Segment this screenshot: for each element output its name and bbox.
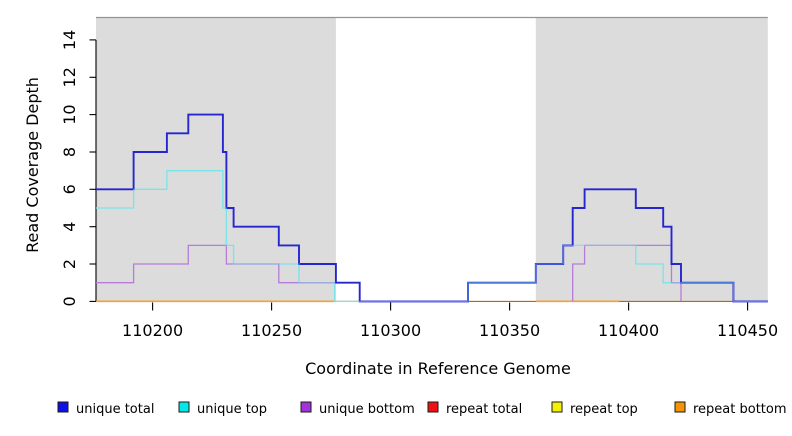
shaded-region	[535, 17, 768, 302]
x-tick-label: 110450	[717, 321, 778, 340]
shaded-region	[96, 17, 336, 302]
shaded-regions-layer	[96, 17, 768, 302]
x-tick-label: 110400	[598, 321, 659, 340]
legend-swatch-repeat-top	[551, 401, 563, 413]
y-tick-label: 6	[60, 184, 79, 194]
legend-swatch-unique-total	[57, 401, 69, 413]
y-tick-label: 10	[60, 104, 79, 124]
legend-label: unique top	[197, 402, 267, 417]
legend-item: repeat bottom	[674, 401, 787, 417]
legend-label: unique total	[76, 402, 154, 417]
x-tick-label: 110200	[122, 321, 183, 340]
legend-label: repeat total	[446, 402, 522, 417]
x-axis-title: Coordinate in Reference Genome	[305, 359, 571, 378]
y-tick-label: 0	[60, 296, 79, 306]
series-layer	[96, 113, 768, 303]
legend-item: repeat top	[551, 401, 638, 417]
y-tick-label: 4	[60, 222, 79, 232]
y-tick-label: 2	[60, 259, 79, 269]
legend-item: unique total	[57, 401, 154, 417]
legend-label: repeat bottom	[693, 402, 787, 417]
x-tick-label: 110250	[241, 321, 302, 340]
y-tick-label: 14	[60, 30, 79, 50]
legend-item: unique top	[178, 401, 267, 417]
legend-label: repeat top	[570, 402, 638, 417]
legend-swatch-repeat-total	[427, 401, 439, 413]
legend-item: unique bottom	[300, 401, 415, 417]
legend: unique total unique top unique bottom repea…	[57, 401, 787, 417]
y-tick-label: 8	[60, 147, 79, 157]
legend-swatch-unique-top	[178, 401, 190, 413]
axis-layer: 110200 110250 110300 110350 110400 110450 0 2 4 6…	[60, 16, 778, 340]
legend-item: repeat total	[427, 401, 522, 417]
legend-swatch-repeat-bottom	[674, 401, 686, 413]
y-axis-title: Read Coverage Depth	[23, 77, 42, 253]
legend-swatch-unique-bottom	[300, 401, 312, 413]
y-tick-label: 12	[60, 67, 79, 87]
x-tick-label: 110300	[360, 321, 421, 340]
series-line-unique-top	[96, 170, 768, 302]
x-tick-label: 110350	[479, 321, 540, 340]
legend-label: unique bottom	[319, 402, 415, 417]
